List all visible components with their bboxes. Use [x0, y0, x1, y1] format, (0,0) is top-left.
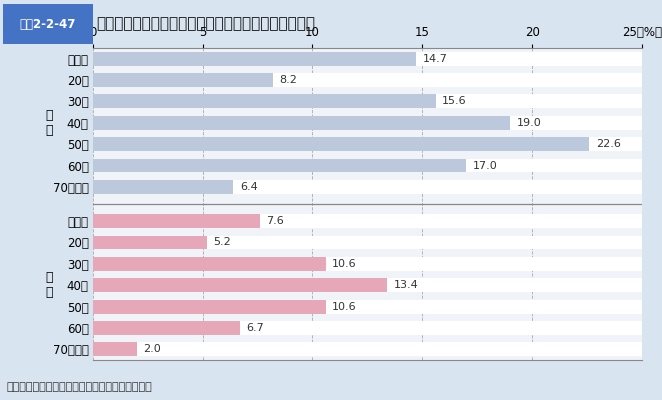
Bar [93, 342, 136, 356]
Bar [93, 342, 642, 356]
Bar [93, 180, 233, 194]
Text: 2.0: 2.0 [143, 344, 161, 354]
Text: 5.2: 5.2 [214, 238, 231, 248]
Bar [93, 158, 466, 172]
Bar [93, 300, 326, 314]
Bar [93, 116, 510, 130]
Bar [93, 278, 387, 292]
Text: 10.6: 10.6 [332, 259, 357, 269]
Text: 生活習慣病のリスクを高める飲酒をしている人の割合: 生活習慣病のリスクを高める飲酒をしている人の割合 [96, 16, 315, 32]
Text: 男
性: 男 性 [45, 109, 52, 137]
Bar [93, 321, 642, 335]
Bar [93, 94, 642, 108]
Bar [93, 52, 642, 66]
Bar [93, 300, 642, 314]
Bar [93, 94, 436, 108]
Bar [93, 52, 416, 66]
Bar [93, 321, 240, 335]
Text: 7.6: 7.6 [266, 216, 284, 226]
Text: 6.7: 6.7 [246, 323, 264, 333]
FancyBboxPatch shape [3, 4, 93, 44]
Bar [93, 278, 642, 292]
Bar [93, 257, 326, 271]
Bar [93, 236, 207, 250]
Bar [93, 214, 642, 228]
Text: 資料：厚生労働省健康局「国民健康・栄養調査」: 資料：厚生労働省健康局「国民健康・栄養調査」 [7, 382, 152, 392]
Bar [93, 73, 642, 87]
Text: 図表2-2-47: 図表2-2-47 [20, 18, 76, 30]
Text: 女
性: 女 性 [45, 271, 52, 299]
Bar [93, 257, 642, 271]
Bar [93, 158, 642, 172]
Text: 10.6: 10.6 [332, 302, 357, 312]
Text: 22.6: 22.6 [596, 139, 621, 149]
Bar [93, 116, 642, 130]
Text: 6.4: 6.4 [240, 182, 258, 192]
Bar [93, 73, 273, 87]
Bar [93, 137, 642, 151]
Text: 17.0: 17.0 [473, 160, 498, 170]
Text: 14.7: 14.7 [422, 54, 448, 64]
Text: 13.4: 13.4 [394, 280, 418, 290]
Text: 15.6: 15.6 [442, 96, 467, 106]
Bar [93, 214, 260, 228]
Bar [93, 137, 589, 151]
Text: 8.2: 8.2 [279, 75, 297, 85]
Text: 19.0: 19.0 [517, 118, 542, 128]
Bar [93, 236, 642, 250]
Bar [93, 180, 642, 194]
